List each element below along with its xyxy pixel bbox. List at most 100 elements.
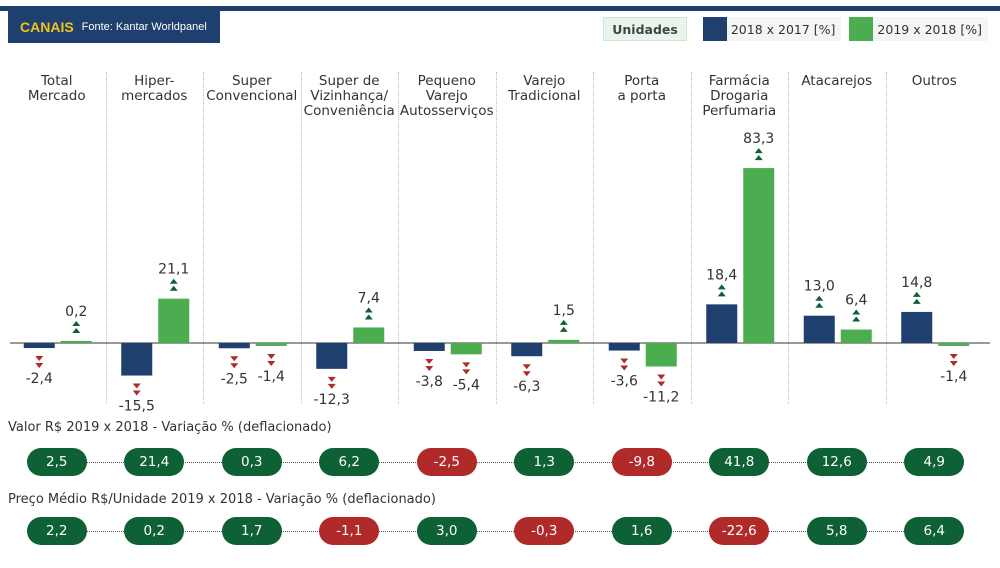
section-label-valor: Valor R$ 2019 x 2018 - Variação % (defla…	[8, 420, 332, 435]
category-separator	[691, 72, 692, 404]
top-rule	[0, 6, 1000, 11]
legend-item-series-b: 2019 x 2018 [%]	[849, 17, 988, 41]
value-pill: 0,2	[124, 517, 185, 545]
down-arrow-icon	[949, 353, 958, 359]
bar-series-b	[60, 341, 92, 343]
down-arrow-icon	[522, 364, 531, 370]
down-arrow-icon	[230, 363, 239, 369]
value-pill: -2,5	[416, 448, 477, 476]
up-arrow-icon	[754, 155, 763, 161]
category-separator	[301, 72, 302, 404]
legend-item-series-a: 2018 x 2017 [%]	[702, 17, 842, 41]
down-arrow-icon	[949, 360, 958, 366]
category-label: Farmácia Drogaria Perfumaria	[702, 73, 777, 120]
bar-series-b	[450, 343, 482, 355]
value-pill: 1,3	[514, 448, 575, 476]
data-label: 18,4	[706, 267, 737, 283]
up-arrow-icon	[912, 298, 921, 304]
value-pill: 41,8	[709, 448, 770, 476]
bar-series-b	[938, 343, 970, 346]
category-label: Super de Vizinhança/Conveniência	[303, 73, 395, 120]
down-arrow-icon	[230, 356, 239, 362]
category-separator	[788, 72, 789, 404]
down-arrow-icon	[522, 371, 531, 377]
down-arrow-icon	[327, 376, 336, 382]
data-label: -6,3	[513, 379, 540, 395]
down-arrow-icon	[35, 356, 44, 362]
value-pill: -0,3	[514, 517, 575, 545]
bar-series-a	[901, 311, 933, 343]
header-box: CANAIS Fonte: Kantar Worldpanel	[8, 11, 220, 43]
value-pill: 12,6	[806, 448, 867, 476]
bar-series-a	[316, 343, 348, 369]
up-arrow-icon	[815, 302, 824, 308]
bar-series-a	[218, 343, 250, 349]
legend-swatch-series-a	[702, 17, 727, 41]
bar-series-b	[255, 343, 287, 346]
up-arrow-icon	[559, 319, 568, 325]
category-separator	[496, 72, 497, 404]
up-arrow-icon	[364, 307, 373, 313]
section-line-valor	[60, 462, 960, 463]
category-separator	[886, 72, 887, 404]
value-pill: 0,3	[221, 448, 282, 476]
category-label: Hiper-mercados	[121, 73, 188, 105]
category-label: Atacarejos	[801, 73, 873, 89]
section-label-preco: Preço Médio R$/Unidade 2019 x 2018 - Var…	[8, 492, 436, 507]
down-arrow-icon	[267, 353, 276, 359]
category-separator	[398, 72, 399, 404]
section-line-preco	[60, 531, 960, 532]
up-arrow-icon	[717, 284, 726, 290]
data-label: 83,3	[743, 131, 774, 147]
data-label: -11,2	[643, 390, 679, 406]
bar-series-b	[645, 343, 677, 367]
data-label: -15,5	[119, 399, 155, 415]
bar-series-a	[706, 304, 738, 343]
up-arrow-icon	[72, 321, 81, 326]
up-arrow-icon	[754, 148, 763, 154]
bar-series-a	[803, 315, 835, 343]
data-label: 0,2	[65, 304, 87, 320]
value-pill: 1,7	[221, 517, 282, 545]
value-pill: -9,8	[611, 448, 672, 476]
bar-series-a	[23, 343, 55, 349]
data-label: -12,3	[314, 392, 350, 408]
category-separator	[593, 72, 594, 404]
up-arrow-icon	[559, 326, 568, 332]
bar-series-a	[608, 343, 640, 351]
value-pill: 4,9	[904, 448, 965, 476]
down-arrow-icon	[35, 363, 44, 369]
data-label: -5,4	[453, 377, 480, 393]
down-arrow-icon	[620, 365, 629, 371]
up-arrow-icon	[364, 314, 373, 320]
category-separator	[106, 72, 107, 404]
value-pill: 1,6	[611, 517, 672, 545]
legend-label-series-b: 2019 x 2018 [%]	[877, 21, 982, 37]
value-pill: -22,6	[709, 517, 770, 545]
up-arrow-icon	[169, 278, 178, 284]
legend-label-series-a: 2018 x 2017 [%]	[730, 21, 836, 37]
bar-series-a	[511, 343, 543, 357]
down-arrow-icon	[620, 358, 629, 364]
down-arrow-icon	[657, 381, 666, 387]
bar-series-b	[353, 327, 385, 343]
bar-series-b	[840, 329, 872, 343]
header-source: Fonte: Kantar Worldpanel	[81, 21, 207, 33]
category-label: Total Mercado	[27, 73, 86, 105]
data-label: 21,1	[158, 262, 189, 278]
up-arrow-icon	[912, 291, 921, 297]
value-pill: 3,0	[416, 517, 477, 545]
up-arrow-icon	[717, 291, 726, 297]
data-label: -2,5	[221, 371, 248, 387]
up-arrow-icon	[72, 328, 81, 333]
bar-series-b	[158, 298, 190, 343]
category-label: Porta a porta	[617, 73, 666, 105]
data-label: 7,4	[358, 290, 380, 306]
category-label: Pequeno Varejo Autosserviços	[399, 73, 494, 120]
bar-series-a	[121, 343, 153, 376]
category-label: Outros	[911, 73, 957, 89]
down-arrow-icon	[425, 358, 434, 364]
category-separator	[203, 72, 204, 404]
value-pill: 2,2	[26, 517, 87, 545]
